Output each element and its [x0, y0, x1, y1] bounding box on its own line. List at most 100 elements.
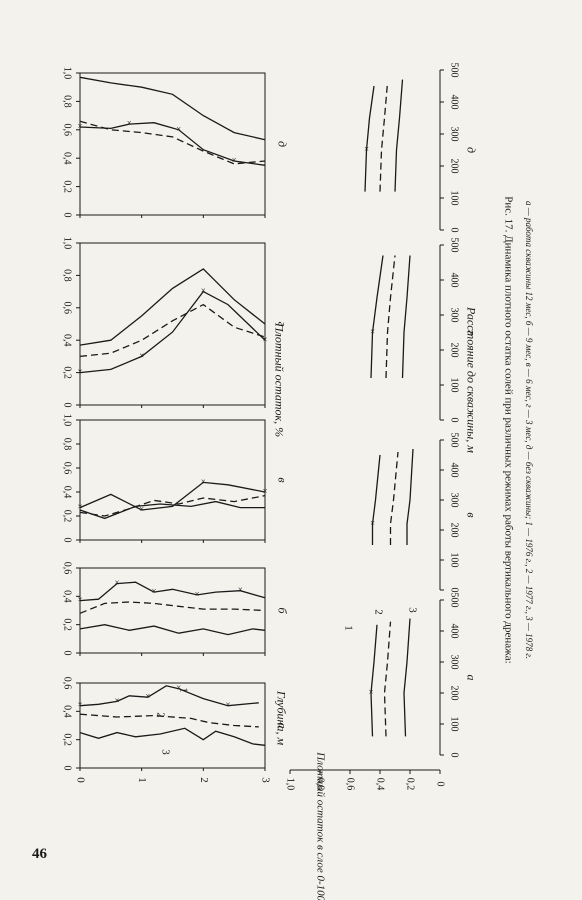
distance-chart-1: 0 100 200 300 400 500 × а — [368, 593, 478, 758]
distance-tick-label: 500 — [449, 593, 460, 608]
distance-marker: × — [370, 327, 375, 337]
distance-curve-number-3: 3 — [406, 607, 418, 613]
depth-tick-label: 3 — [259, 777, 271, 783]
value-tick-label: 0,6 — [62, 562, 73, 575]
distance-tick-label: 200 — [449, 523, 460, 538]
distance-tick-label: 200 — [449, 159, 460, 174]
depth-chart-2: 0 0,2 0,4 0,6 × × × × × б — [62, 562, 289, 656]
distance-series-3 — [394, 79, 404, 192]
distance-curve-number-1: 1 — [342, 625, 354, 631]
distance-series-2 — [379, 82, 389, 192]
series-marker: × — [201, 286, 206, 296]
series-marker: × — [77, 502, 82, 512]
series-line-2 — [79, 120, 266, 165]
distance-series-3 — [403, 618, 411, 737]
series-line-1 — [79, 122, 266, 166]
distance-tick-label: 300 — [449, 655, 460, 670]
series-marker: × — [262, 486, 267, 496]
value-tick-label: 0,4 — [62, 486, 73, 499]
series-line-1 — [79, 481, 266, 511]
series-line-1 — [79, 581, 266, 602]
distance-series-2 — [389, 451, 399, 545]
curve-number-3: 3 — [159, 749, 171, 755]
distance-panel-letter-3: г — [464, 330, 478, 335]
series-line-3 — [79, 76, 266, 141]
value-tick-label: 1,0 — [62, 67, 73, 80]
layer-value-tick-label: 0,8 — [315, 778, 326, 791]
depth-tick-label: 2 — [198, 777, 210, 783]
series-line-2 — [79, 303, 266, 358]
panel-letter-2: б — [275, 607, 289, 614]
distance-tick-label: 0 — [449, 753, 460, 758]
depth-tick-label: 0 — [74, 777, 86, 783]
distance-chart-3: 0 100 200 300 400 500 × г — [370, 238, 478, 423]
distance-tick-label: 300 — [449, 493, 460, 508]
layer-value-tick-label: 0 — [435, 782, 446, 787]
distance-tick-label: 100 — [449, 717, 460, 732]
distance-tick-label: 300 — [449, 127, 460, 142]
distance-chart-2: 0 100 200 300 400 500 × в — [370, 433, 478, 593]
value-tick-label: 1,0 — [62, 414, 73, 427]
distance-tick-label: 500 — [449, 238, 460, 253]
value-tick-label: 0 — [62, 538, 73, 543]
depth-chart-frame — [79, 242, 266, 406]
distance-tick-label: 0 — [449, 418, 460, 423]
series-line-1 — [79, 290, 266, 374]
value-tick-label: 0,4 — [62, 152, 73, 165]
series-line-2 — [79, 713, 259, 728]
depth-chart-5: 0 0,2 0,4 0,6 0,8 1,0 × × × × д — [62, 67, 289, 218]
value-tick-label: 0,8 — [62, 95, 73, 108]
value-tick-label: 0,6 — [62, 462, 73, 475]
series-line-3 — [79, 500, 265, 520]
panel-letter-1: а — [275, 723, 289, 729]
series-marker: × — [151, 586, 156, 596]
distance-tick-label: 300 — [449, 308, 460, 323]
series-marker: × — [232, 155, 237, 165]
depth-chart-frame — [79, 419, 266, 541]
distance-tick-label: 100 — [449, 378, 460, 393]
value-tick-label: 0 — [62, 403, 73, 408]
series-marker: × — [176, 124, 181, 134]
value-tick-label: 0,6 — [62, 302, 73, 315]
distance-axis-label: Расстояние до скважины, м — [464, 306, 478, 453]
layer-residue-axis-label: Плотный остаток в слое 0-100см, % — [314, 751, 326, 900]
series-marker: × — [145, 691, 150, 701]
series-marker: × — [77, 121, 82, 131]
depth-chart-1: 0 0,2 0,4 0,6 0 1 2 3 × × × × × а — [62, 677, 290, 784]
value-tick-label: 0,2 — [62, 366, 73, 379]
page-number: 46 — [32, 846, 47, 862]
value-tick-label: 0 — [62, 651, 73, 656]
figure-caption-legend: а — работа скважины 12 мес, б — 9 мес, в… — [524, 201, 534, 659]
distance-marker: × — [370, 518, 375, 528]
series-marker: × — [262, 334, 267, 344]
figure-caption-title: Рис. 17. Динамика плотного остатка солей… — [502, 196, 514, 663]
value-tick-label: 0,6 — [62, 124, 73, 137]
value-tick-label: 0,8 — [62, 269, 73, 282]
layer-value-tick-label: 0,4 — [375, 778, 386, 791]
series-marker: × — [225, 700, 230, 710]
distance-tick-label: 400 — [449, 463, 460, 478]
value-tick-label: 0,2 — [62, 618, 73, 631]
value-tick-label: 0,4 — [62, 334, 73, 347]
distance-panel-letter-4: д — [464, 147, 478, 153]
value-tick-label: 0,4 — [62, 590, 73, 603]
panel-letter-5: д — [275, 141, 289, 147]
distance-panel-letter-1: а — [464, 675, 478, 681]
series-marker: × — [77, 595, 82, 605]
distance-series-1 — [370, 624, 378, 737]
value-tick-label: 1,0 — [62, 237, 73, 250]
layer-value-tick-label: 0,6 — [345, 778, 356, 791]
distance-tick-label: 400 — [449, 95, 460, 110]
distance-tick-label: 500 — [449, 433, 460, 448]
series-marker: × — [195, 589, 200, 599]
residue-axis-label: Плотный остаток, % — [272, 322, 286, 437]
distance-tick-label: 200 — [449, 686, 460, 701]
distance-tick-label: 200 — [449, 343, 460, 358]
value-tick-label: 0,8 — [62, 438, 73, 451]
distance-axes: 0 0,2 0,4 0,6 0,8 1,0 — [285, 769, 446, 791]
distance-marker: × — [364, 144, 369, 154]
distance-series-2 — [383, 621, 392, 737]
series-marker: × — [201, 476, 206, 486]
distance-curve-number-2: 2 — [372, 609, 384, 615]
depth-chart-frame — [79, 567, 266, 654]
